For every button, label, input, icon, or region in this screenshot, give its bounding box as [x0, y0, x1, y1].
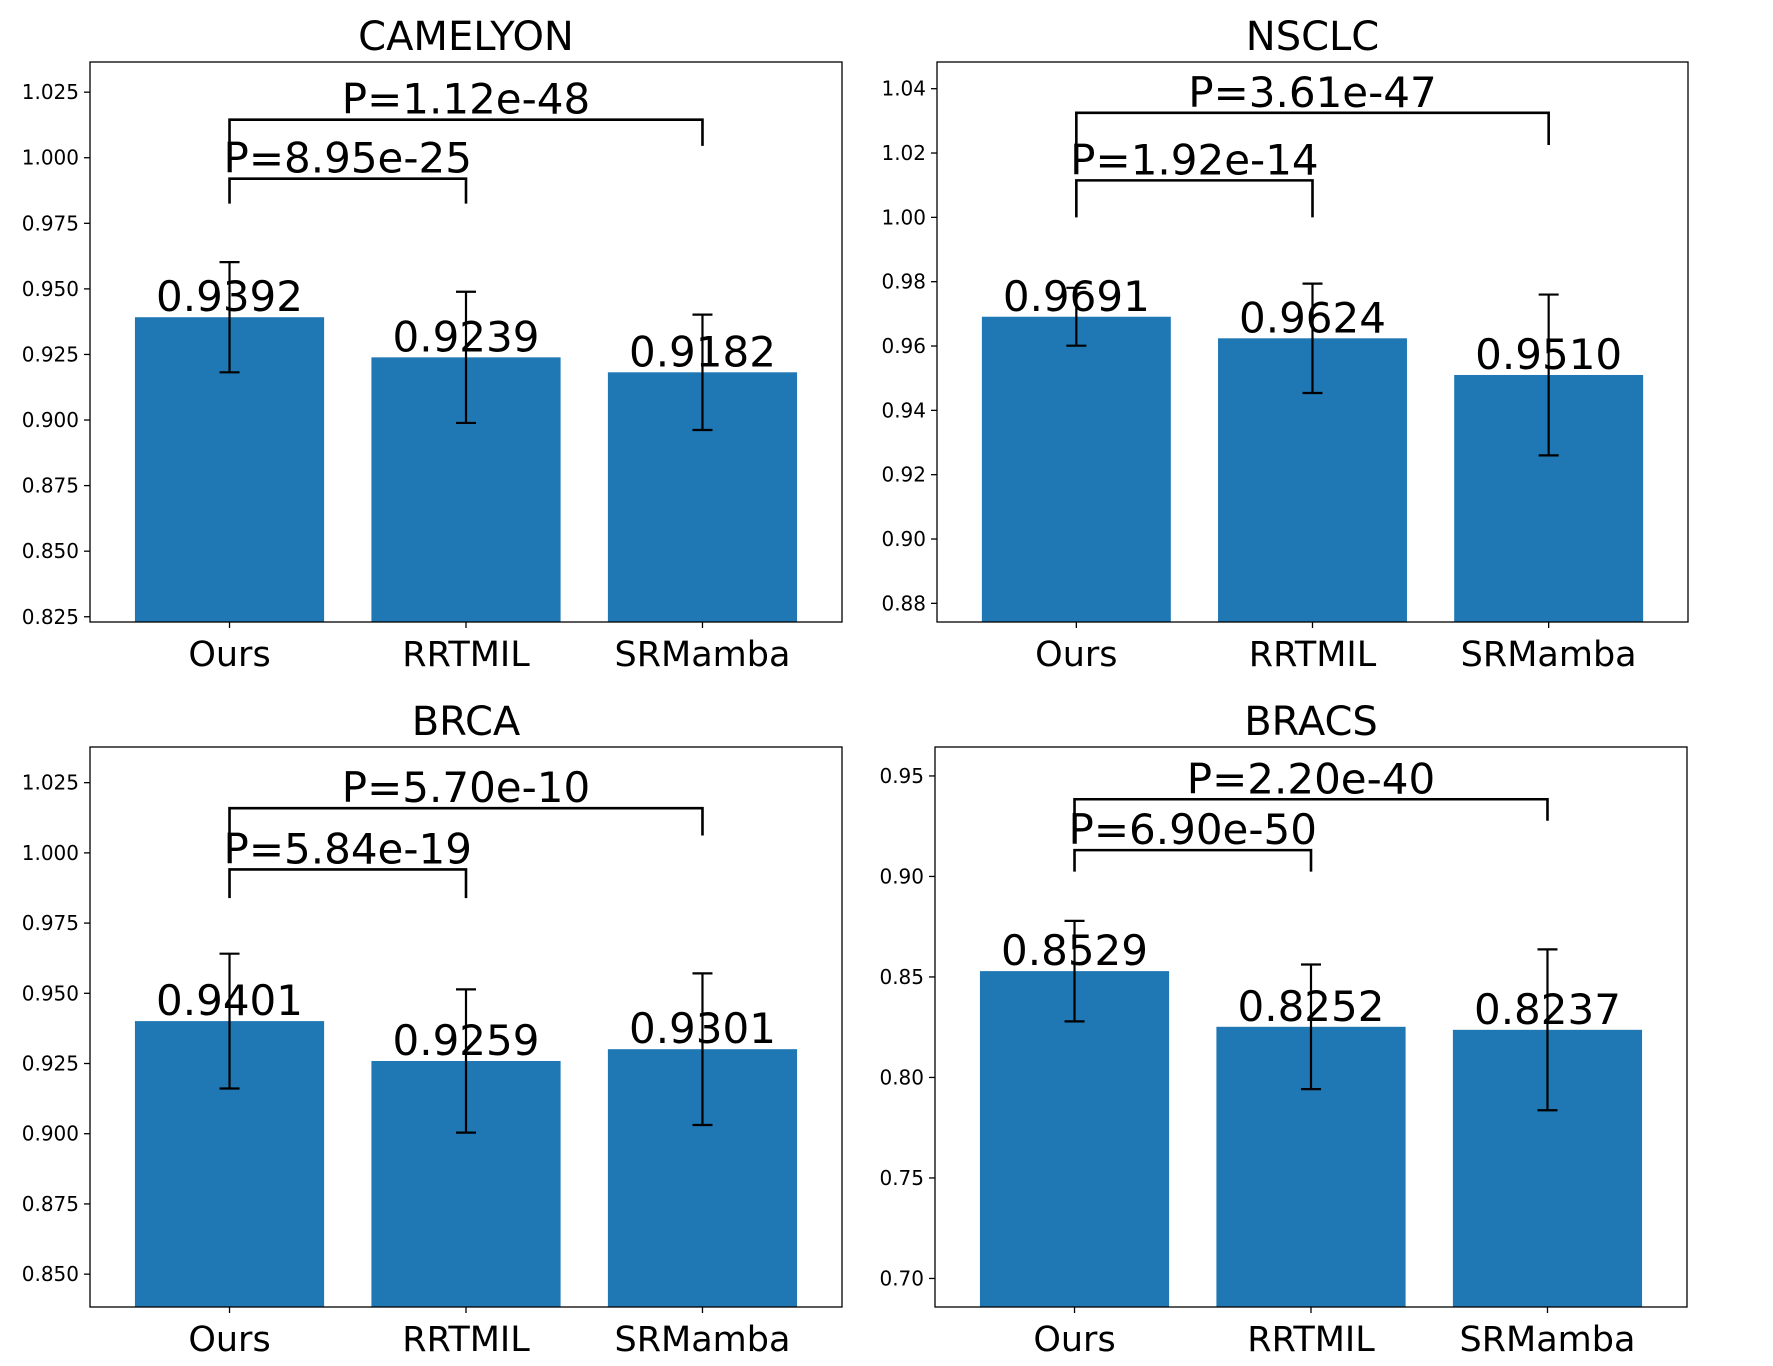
y-tick-label: 1.04 [881, 77, 926, 101]
y-tick-label: 1.02 [881, 141, 926, 165]
significance-bracket [1073, 848, 1313, 872]
error-bar [1301, 963, 1321, 1091]
p-value-label: P=1.92e-14 [1070, 135, 1318, 184]
chart-title: BRACS [1244, 699, 1378, 745]
error-bar [692, 972, 713, 1127]
error-bar [1064, 919, 1085, 1023]
y-tick-label: 0.900 [22, 1122, 79, 1146]
y-tick-label: 0.925 [22, 1052, 79, 1076]
significance-bracket [228, 177, 468, 204]
y-tick-label: 0.92 [881, 463, 926, 487]
chart-panel-camelyon: 0.825 0.850 0.875 0.900 0.925 0.950 0.975 1.000… [22, 14, 843, 675]
error-bar [456, 988, 476, 1134]
y-tick-label: 0.75 [879, 1166, 924, 1190]
chart-panel-nsclc: 0.88 0.90 0.92 0.94 0.96 0.98 1.00 1.02 1.04 Ours… [881, 14, 1689, 675]
y-tick-label: 0.950 [22, 277, 79, 301]
bar-ours [979, 971, 1170, 1307]
p-value-label: P=5.70e-10 [342, 763, 590, 812]
y-tick-label: 1.000 [22, 841, 79, 865]
y-tick-label: 0.85 [879, 965, 924, 989]
y-tick-label: 0.825 [22, 605, 79, 629]
significance-bracket [1073, 797, 1549, 821]
chart-title: CAMELYON [358, 14, 574, 60]
y-tick-label: 0.950 [22, 981, 79, 1005]
chart-title: NSCLC [1246, 14, 1379, 60]
y-tick-label: 0.96 [881, 334, 926, 358]
y-tick-label: 1.025 [22, 80, 79, 104]
x-tick-label: RRTMIL [1249, 635, 1377, 675]
p-value-label: P=1.12e-48 [342, 75, 590, 124]
x-tick-label: SRMamba [1460, 1320, 1636, 1360]
y-tick-label: 0.80 [879, 1065, 924, 1089]
x-tick-label: Ours [188, 1320, 270, 1360]
error-bar [219, 261, 240, 374]
error-bar [692, 313, 713, 432]
p-value-label: P=3.61e-47 [1188, 68, 1436, 117]
y-tick-label: 1.025 [22, 771, 79, 795]
y-tick-label: 0.98 [881, 270, 926, 294]
bar-ours [981, 316, 1171, 622]
y-tick-label: 0.70 [879, 1266, 924, 1290]
significance-bracket [1075, 179, 1314, 218]
significance-bracket [228, 806, 704, 836]
y-tick-label: 0.975 [22, 911, 79, 935]
y-tick-label: 0.925 [22, 342, 79, 366]
error-bar [1302, 282, 1323, 395]
y-tick-label: 1.00 [881, 205, 926, 229]
significance-bracket [1075, 111, 1550, 145]
y-tick-label: 1.000 [22, 146, 79, 170]
y-tick-label: 0.850 [22, 1262, 79, 1286]
significance-bracket [228, 118, 704, 146]
x-tick-label: RRTMIL [1247, 1320, 1375, 1360]
chart-panel-bracs: 0.70 0.75 0.80 0.85 0.90 0.95 Ours RRTMIL SRMamb… [879, 699, 1688, 1360]
chart-panel-brca: 0.850 0.875 0.900 0.925 0.950 0.975 1.000 1.025… [22, 699, 843, 1360]
significance-bracket [228, 868, 468, 899]
y-tick-label: 0.95 [879, 764, 924, 788]
y-tick-label: 0.900 [22, 408, 79, 432]
y-tick-label: 0.90 [879, 864, 924, 888]
p-value-label: P=2.20e-40 [1187, 754, 1435, 803]
chart-title: BRCA [412, 699, 521, 745]
y-tick-label: 0.94 [881, 398, 926, 422]
x-tick-label: RRTMIL [402, 635, 530, 675]
y-tick-label: 0.875 [22, 474, 79, 498]
x-tick-label: Ours [188, 635, 270, 675]
error-bar [1537, 948, 1558, 1112]
y-tick-label: 0.850 [22, 539, 79, 563]
x-tick-label: Ours [1033, 1320, 1115, 1360]
y-tick-label: 0.875 [22, 1192, 79, 1216]
x-tick-label: RRTMIL [402, 1320, 530, 1360]
y-tick-label: 0.90 [881, 527, 926, 551]
y-tick-label: 0.975 [22, 211, 79, 235]
error-bar [456, 290, 476, 425]
error-bar [1066, 286, 1087, 347]
y-tick-label: 0.88 [881, 591, 926, 615]
error-bar [1538, 293, 1559, 457]
p-value-label: P=8.95e-25 [224, 134, 472, 183]
p-value-label: P=5.84e-19 [224, 824, 472, 873]
x-tick-label: SRMamba [615, 1320, 791, 1360]
x-tick-label: SRMamba [1461, 635, 1637, 675]
x-tick-label: Ours [1035, 635, 1117, 675]
error-bar [219, 952, 240, 1090]
x-tick-label: SRMamba [615, 635, 791, 675]
p-value-label: P=6.90e-50 [1069, 805, 1317, 854]
